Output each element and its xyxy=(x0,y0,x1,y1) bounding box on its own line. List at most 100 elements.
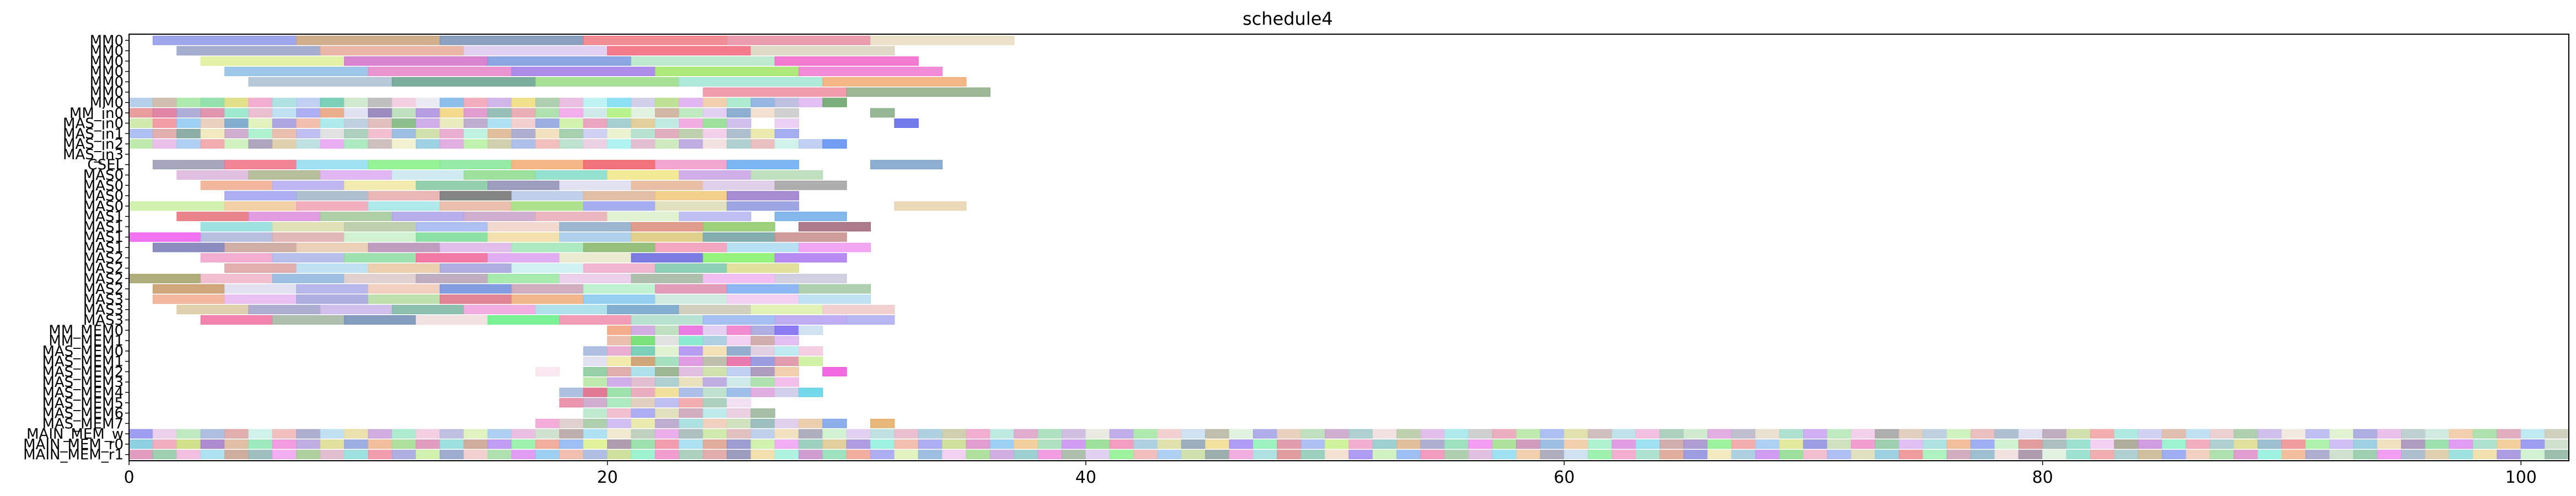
task-bar xyxy=(2138,450,2163,460)
task-bar xyxy=(1396,429,1421,439)
task-bar xyxy=(798,242,871,252)
task-bar xyxy=(559,253,632,263)
task-bar xyxy=(726,108,752,118)
task-bar xyxy=(463,46,608,56)
task-bar xyxy=(846,87,990,97)
task-bar xyxy=(774,212,847,222)
task-bar xyxy=(224,201,297,211)
task-bar xyxy=(368,242,441,252)
row-label: MAS2 xyxy=(83,271,124,287)
task-bar xyxy=(1755,439,1780,449)
task-bar xyxy=(894,439,919,449)
task-bar xyxy=(200,222,273,231)
task-bar xyxy=(774,387,799,397)
task-bar xyxy=(679,429,704,439)
task-bar xyxy=(296,139,321,149)
task-bar xyxy=(296,191,369,201)
task-bar xyxy=(511,98,536,107)
task-bar xyxy=(488,450,512,460)
task-bar xyxy=(751,366,775,376)
row-labels: MM0MM0MM0MM0MM0MM0MM0MM_in0MAS_in0MAS_in… xyxy=(23,33,129,463)
task-bar xyxy=(559,398,584,408)
task-bar xyxy=(368,263,441,273)
task-bar xyxy=(679,139,704,149)
task-bar xyxy=(1205,429,1230,439)
task-bar xyxy=(631,315,704,325)
task-bar xyxy=(2114,450,2139,460)
task-bar xyxy=(200,118,225,128)
task-bar xyxy=(703,439,727,449)
row-label: MAS1 xyxy=(83,229,124,246)
task-bar xyxy=(2162,450,2187,460)
task-bar xyxy=(655,336,680,346)
task-bar xyxy=(200,108,225,118)
task-bar xyxy=(774,253,847,263)
task-bar xyxy=(152,160,225,170)
task-bar xyxy=(368,98,393,107)
task-bar xyxy=(1827,429,1852,439)
task-bar xyxy=(774,418,799,428)
task-bar xyxy=(703,429,727,439)
task-bar xyxy=(1133,429,1158,439)
task-bar xyxy=(631,450,656,460)
task-bar xyxy=(607,429,632,439)
x-tick-label: 40 xyxy=(1075,468,1096,487)
row-label: MAS1 xyxy=(83,219,124,235)
task-bar xyxy=(631,180,704,190)
task-bar xyxy=(846,429,871,439)
task-bar xyxy=(224,128,249,138)
task-bar xyxy=(726,160,799,170)
task-bar xyxy=(152,108,178,118)
task-bar xyxy=(2497,450,2521,460)
task-bar xyxy=(2353,439,2378,449)
row-label: MAS2 xyxy=(83,261,124,277)
task-bar xyxy=(703,357,727,366)
task-bar xyxy=(248,98,273,107)
task-bar xyxy=(751,108,775,118)
task-bar xyxy=(152,128,178,138)
task-bar xyxy=(1253,450,1278,460)
task-bar xyxy=(344,98,369,107)
task-bar xyxy=(1779,429,1804,439)
task-bar xyxy=(631,118,656,128)
task-bar xyxy=(751,139,775,149)
task-bar xyxy=(511,242,584,252)
task-bar xyxy=(2234,429,2258,439)
task-bar xyxy=(583,377,608,387)
task-bar xyxy=(751,418,775,428)
task-bar xyxy=(631,98,656,107)
task-bar xyxy=(320,212,393,222)
task-bar xyxy=(655,398,680,408)
task-bar xyxy=(1253,429,1278,439)
task-bar xyxy=(798,429,823,439)
task-bar xyxy=(1037,429,1063,439)
task-bar xyxy=(894,429,919,439)
task-bar xyxy=(798,294,871,304)
task-bar xyxy=(488,98,512,107)
task-bar xyxy=(726,201,799,211)
task-bar xyxy=(296,429,321,439)
task-bar xyxy=(918,450,943,460)
task-bar xyxy=(822,139,847,149)
task-bar xyxy=(128,118,153,128)
task-bar xyxy=(559,232,632,242)
task-bar xyxy=(774,315,847,325)
task-bar xyxy=(368,160,441,170)
task-bar xyxy=(224,160,297,170)
task-bar xyxy=(703,180,775,190)
task-bar xyxy=(607,408,632,418)
row-label: MM_in0 xyxy=(69,105,124,122)
task-bar xyxy=(152,429,178,439)
task-bar xyxy=(679,325,704,335)
task-bar xyxy=(1970,439,1995,449)
task-bar xyxy=(320,139,345,149)
task-bar xyxy=(415,315,489,325)
task-bar xyxy=(535,170,608,180)
task-bar xyxy=(152,139,178,149)
task-bar xyxy=(1803,439,1828,449)
task-bar xyxy=(248,212,321,222)
task-bar xyxy=(296,98,321,107)
task-bar xyxy=(703,98,727,107)
task-bar xyxy=(1779,450,1804,460)
task-bar xyxy=(1396,439,1421,449)
